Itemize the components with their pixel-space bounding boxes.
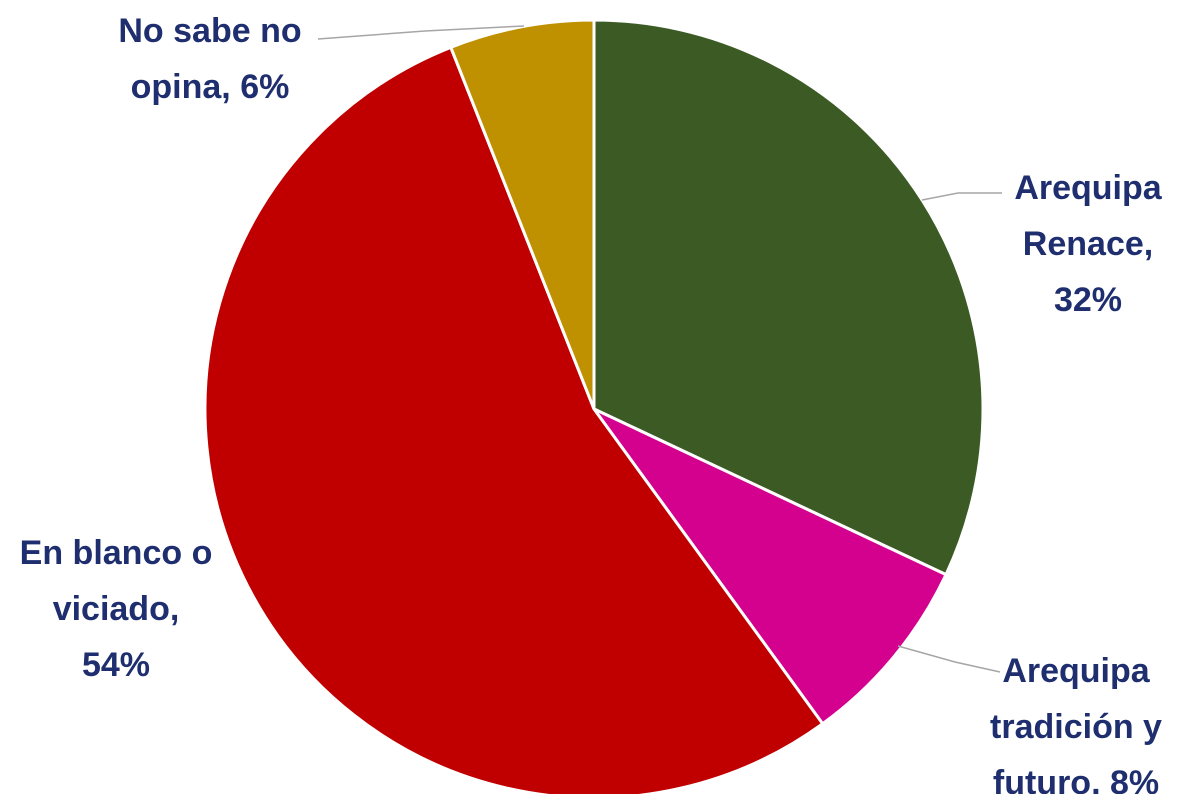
slice-label-line: No sabe no [118, 12, 301, 50]
slice-label-line: 54% [82, 646, 150, 684]
slice-label-line: Arequipa [1002, 652, 1150, 690]
pie-slice-4 [449, 18, 596, 411]
leader-line-1 [921, 192, 1002, 201]
pie-slice-2 [592, 407, 948, 726]
leader-line-2 [897, 645, 1001, 673]
pie-slice-3 [203, 45, 825, 794]
leader-line-4 [317, 25, 525, 40]
leader-lines [317, 25, 1002, 673]
slice-label-1: Arequipa Renace, 32% [1014, 169, 1162, 319]
pie-slices [203, 18, 985, 794]
slice-labels: Arequipa Renace, 32% Arequipa tradición y fut… [20, 12, 1163, 794]
slice-label-line: futuro, 8% [993, 764, 1159, 794]
slice-label-line: viciado, [53, 590, 180, 628]
slice-label-line: En blanco o [20, 534, 213, 572]
slice-label-line: Renace, [1023, 225, 1153, 263]
slice-label-line: Arequipa [1014, 169, 1162, 207]
slice-label-2: Arequipa tradición y futuro, 8% [990, 652, 1162, 794]
slice-label-3: En blanco o viciado, 54% [20, 534, 213, 684]
slice-label-line: opina, 6% [131, 68, 290, 106]
slice-label-4: No sabe no opina, 6% [118, 12, 301, 106]
slice-label-line: 32% [1054, 281, 1122, 319]
slice-label-line: tradición y [990, 708, 1162, 746]
